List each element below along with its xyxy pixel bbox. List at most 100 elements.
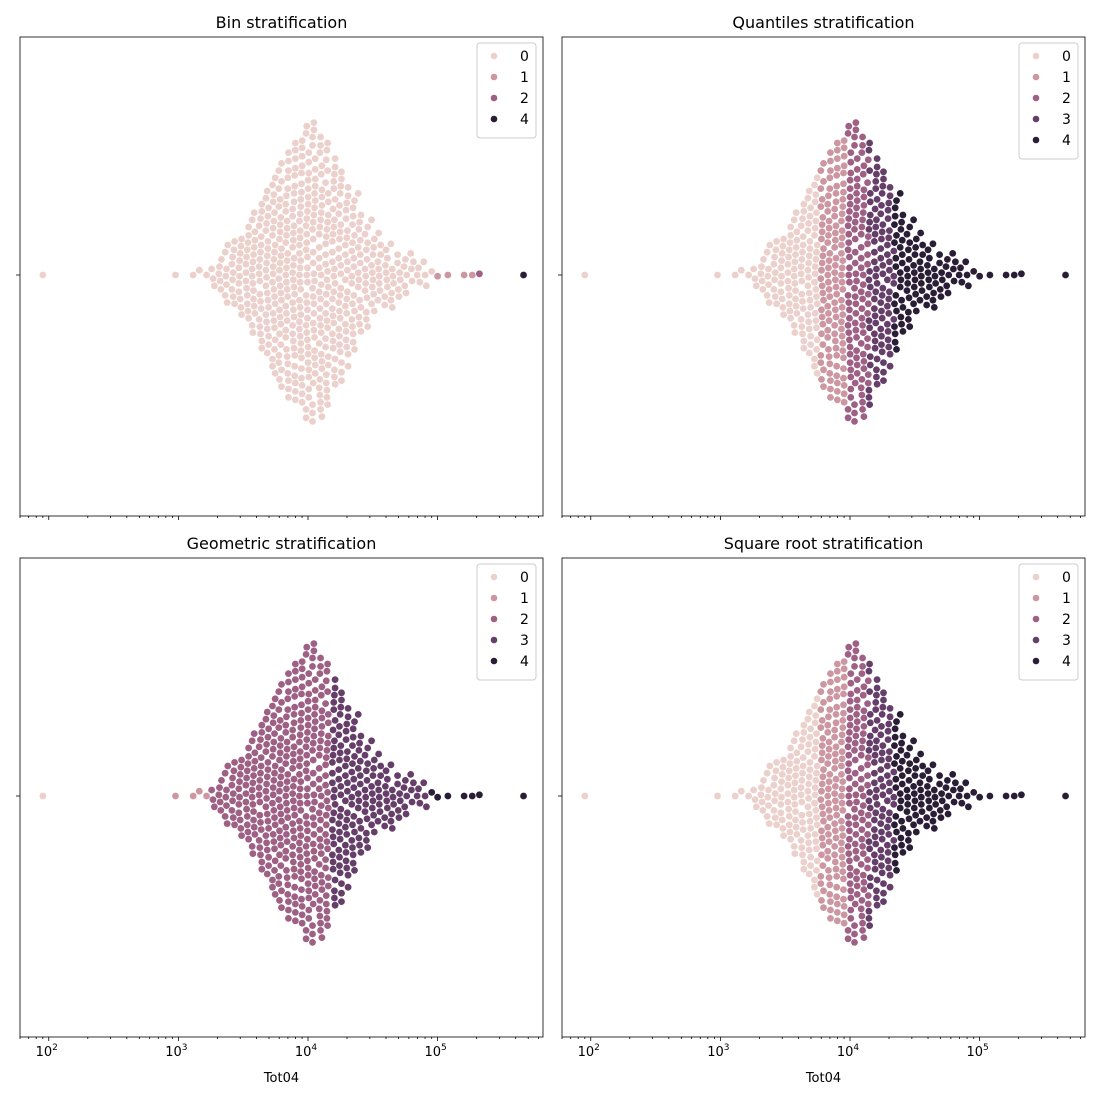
- data-point: [172, 792, 179, 800]
- data-point: [296, 271, 303, 279]
- data-point: [910, 737, 917, 745]
- data-point: [216, 277, 224, 285]
- data-point: [290, 198, 298, 206]
- data-point: [276, 749, 284, 757]
- data-point: [278, 245, 285, 253]
- data-point: [860, 193, 868, 201]
- data-point: [844, 767, 852, 775]
- data-point: [714, 792, 721, 800]
- data-point: [824, 855, 832, 862]
- legend-label: 3: [1062, 633, 1071, 649]
- data-point: [316, 376, 324, 383]
- data-point: [818, 717, 826, 724]
- data-point: [329, 726, 337, 734]
- data-point: [858, 670, 866, 677]
- data-point: [838, 278, 846, 286]
- data-point: [285, 670, 292, 677]
- data-point: [942, 263, 950, 270]
- data-point: [338, 689, 345, 697]
- data-point: [356, 780, 364, 788]
- data-point: [904, 829, 912, 837]
- data-point: [844, 651, 852, 658]
- data-point: [322, 156, 330, 164]
- data-point: [824, 847, 832, 855]
- data-point: [840, 701, 847, 709]
- data-point: [891, 204, 899, 212]
- data-point: [800, 721, 808, 729]
- data-point: [336, 202, 343, 209]
- data-point: [831, 757, 839, 765]
- data-point: [331, 876, 339, 884]
- data-point: [475, 791, 483, 799]
- data-point: [773, 238, 780, 245]
- data-point: [354, 790, 362, 797]
- data-point: [195, 787, 203, 795]
- data-point: [322, 761, 329, 769]
- data-point: [369, 797, 377, 805]
- data-point: [860, 879, 868, 886]
- data-point: [264, 296, 272, 304]
- data-point: [819, 735, 827, 742]
- data-point: [381, 301, 389, 309]
- data-point: [329, 833, 337, 841]
- data-point: [873, 265, 880, 273]
- data-point: [322, 240, 329, 248]
- data-point: [291, 685, 299, 693]
- data-point: [878, 711, 886, 718]
- data-point: [825, 317, 833, 324]
- data-point: [283, 785, 290, 793]
- data-point: [883, 320, 891, 328]
- data-point: [311, 882, 319, 890]
- data-point: [860, 886, 868, 893]
- data-point: [317, 919, 324, 927]
- data-point: [873, 676, 881, 683]
- data-point: [356, 259, 364, 267]
- data-point: [375, 229, 383, 237]
- data-point: [857, 264, 865, 272]
- data-point: [291, 917, 299, 925]
- data-point: [277, 810, 285, 818]
- data-point: [825, 838, 833, 845]
- data-point: [832, 313, 840, 321]
- data-point: [331, 216, 338, 224]
- data-point: [771, 293, 779, 300]
- data-point: [344, 192, 352, 200]
- data-point: [323, 226, 331, 233]
- data-point: [792, 302, 800, 310]
- data-point: [330, 178, 338, 185]
- data-point: [263, 325, 271, 333]
- data-point: [838, 731, 846, 739]
- data-point: [799, 851, 806, 859]
- data-point: [409, 779, 417, 787]
- data-point: [820, 817, 827, 825]
- data-point: [778, 272, 785, 280]
- data-point: [852, 821, 860, 829]
- data-point: [937, 293, 945, 300]
- data-point: [811, 263, 819, 270]
- data-point: [258, 208, 266, 215]
- data-point: [276, 756, 283, 764]
- data-point: [310, 211, 318, 219]
- data-point: [390, 801, 398, 808]
- data-point: [349, 221, 356, 229]
- data-point: [818, 742, 826, 749]
- data-point: [315, 905, 323, 913]
- data-point: [857, 230, 865, 238]
- data-point: [929, 296, 937, 304]
- data-point: [408, 798, 416, 806]
- data-point: [383, 254, 391, 262]
- data-point: [394, 259, 401, 267]
- data-point: [269, 745, 277, 753]
- legend-marker: [1032, 94, 1040, 102]
- data-point: [899, 825, 907, 832]
- data-point: [806, 733, 814, 741]
- data-point: [251, 757, 259, 765]
- data-point: [811, 355, 818, 363]
- data-point: [269, 355, 276, 363]
- data-point: [866, 874, 874, 881]
- data-point: [245, 223, 253, 231]
- data-point: [315, 340, 323, 347]
- data-point: [930, 786, 938, 794]
- data-point: [866, 719, 874, 727]
